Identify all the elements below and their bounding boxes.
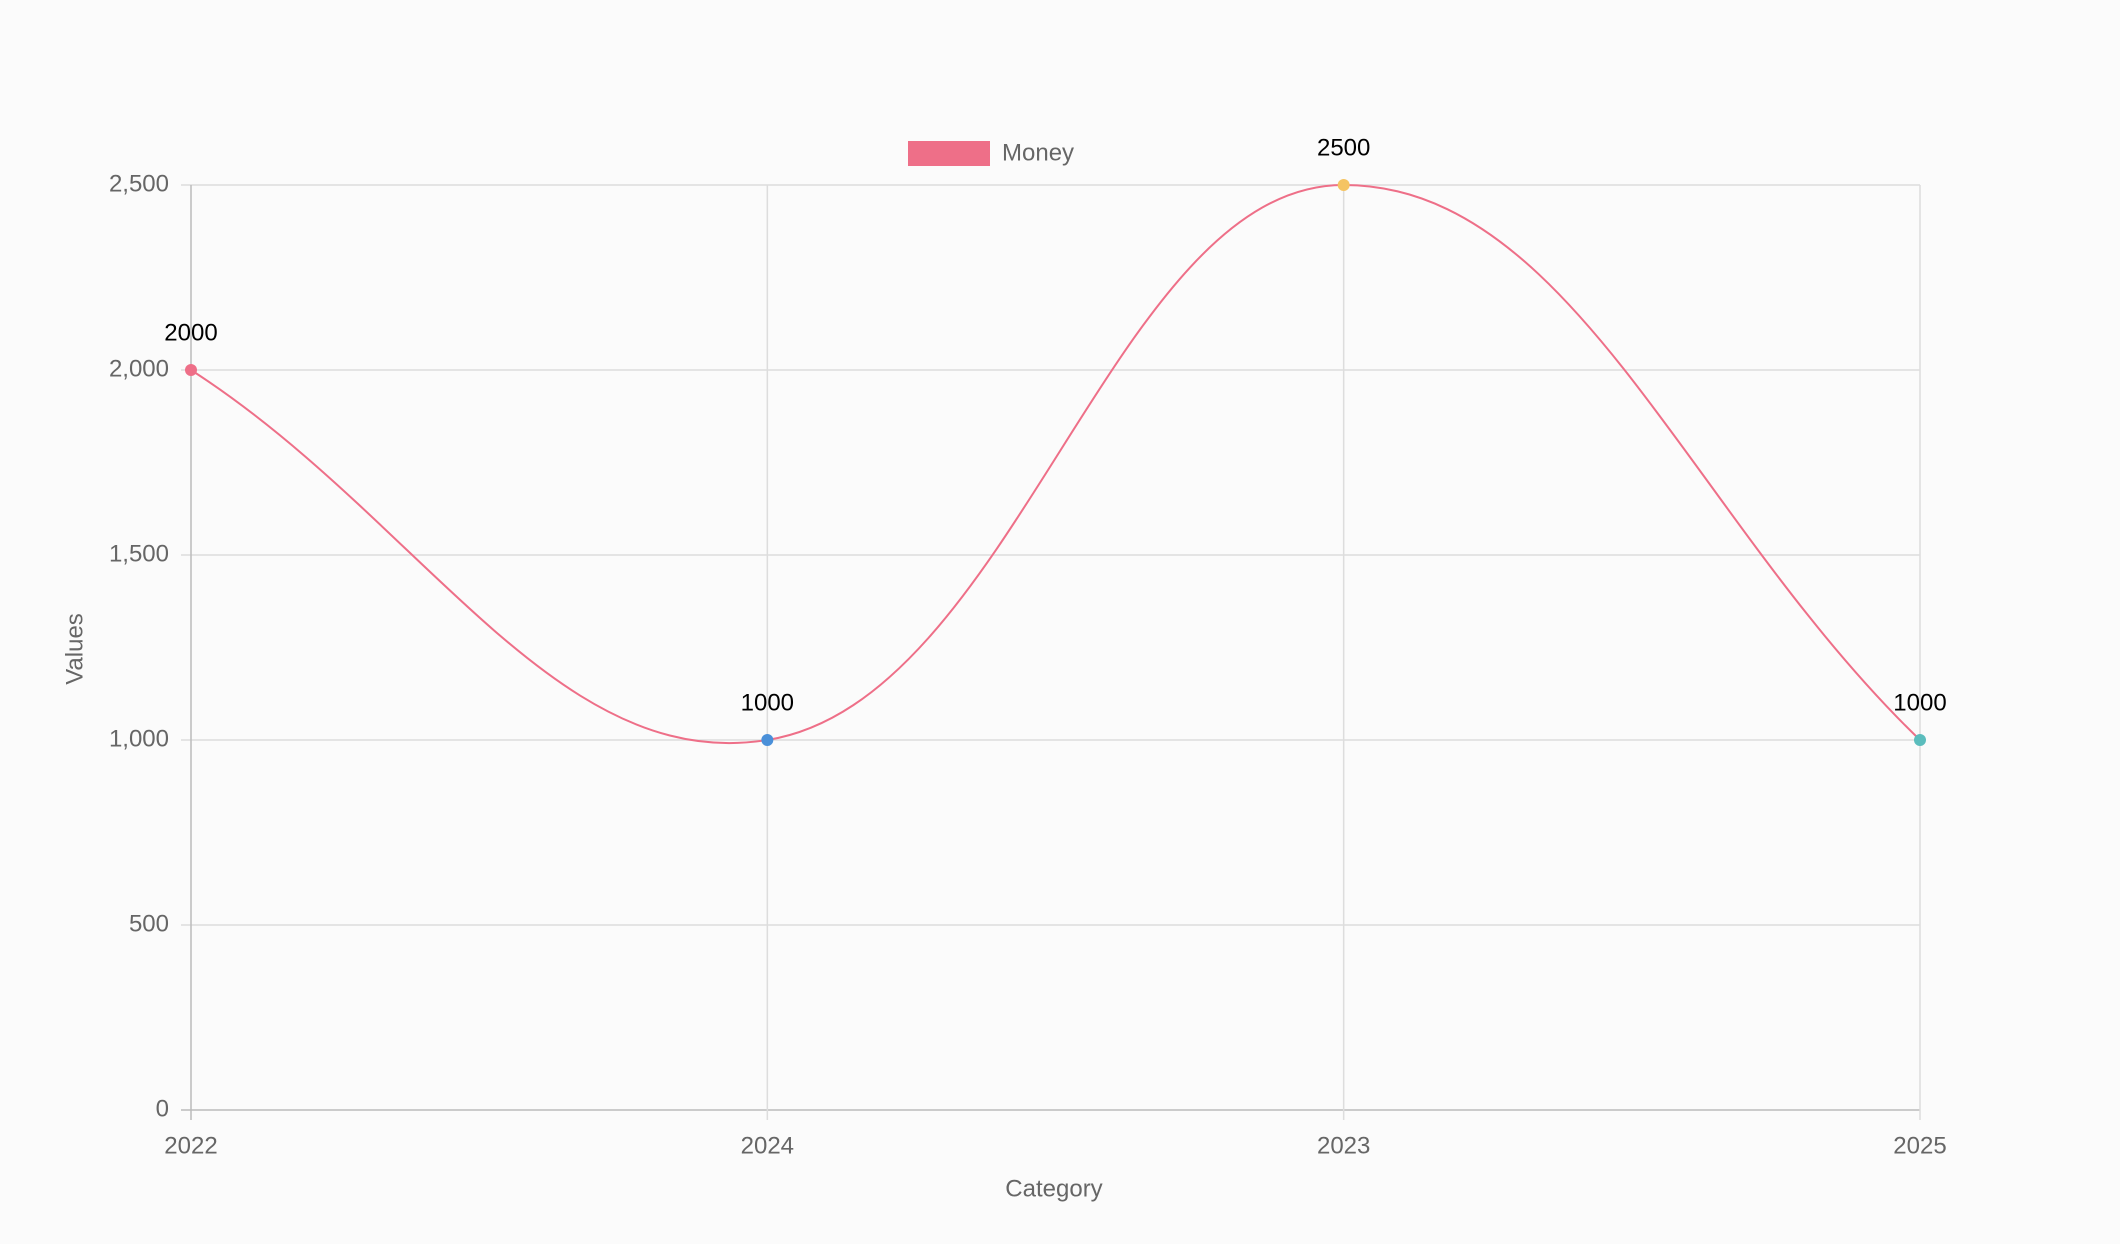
data-label: 2000 (164, 319, 217, 346)
y-tick-label: 0 (156, 1095, 169, 1122)
data-label: 2500 (1317, 134, 1370, 161)
x-tick-label: 2022 (164, 1132, 217, 1159)
x-tick-label: 2025 (1893, 1132, 1946, 1159)
x-tick-label: 2023 (1317, 1132, 1370, 1159)
y-tick-label: 1,000 (109, 725, 169, 752)
x-tick-label: 2024 (741, 1132, 794, 1159)
y-axis-title: Values (61, 613, 88, 685)
y-tick-label: 2,500 (109, 170, 169, 197)
point (1337, 179, 1350, 191)
legend-label: Money (1002, 139, 1074, 166)
y-tick-label: 2,000 (109, 355, 169, 382)
point (1914, 734, 1926, 746)
line (190, 183, 1921, 745)
legend-swatch (908, 141, 990, 166)
x-axis-title: Category (1005, 1175, 1102, 1202)
data-label: 1000 (1893, 689, 1946, 716)
y-tick-label: 500 (129, 910, 169, 937)
point (185, 364, 197, 376)
y-tick-label: 1,500 (109, 540, 169, 567)
data-label: 1000 (741, 689, 794, 716)
point (761, 734, 774, 746)
